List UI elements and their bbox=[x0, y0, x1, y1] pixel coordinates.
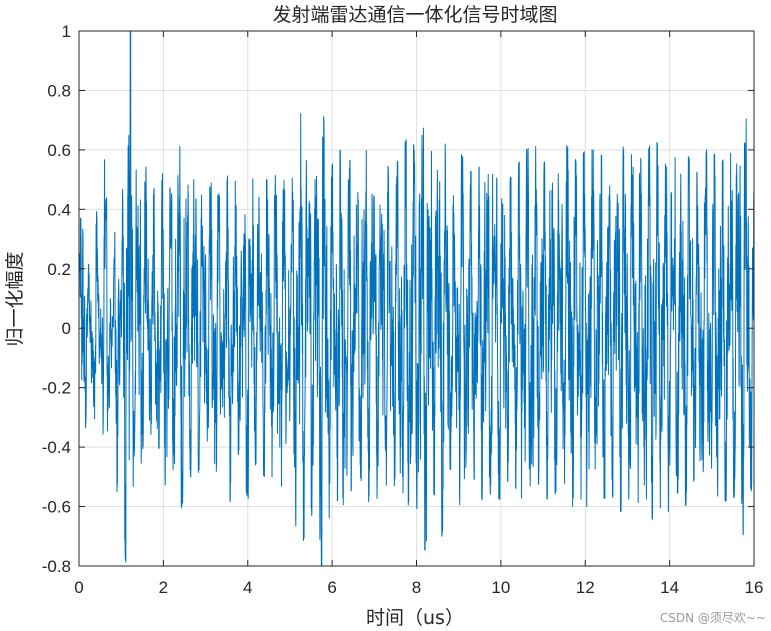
y-tick-labels: -0.8 -0.6 -0.4 -0.2 0 0.2 0.4 0.6 0.8 1 bbox=[42, 22, 71, 576]
signal-series-line bbox=[79, 31, 754, 566]
x-tick-label: 8 bbox=[412, 578, 421, 597]
y-tick-label: -0.6 bbox=[42, 498, 71, 517]
y-axis-label: 归一化幅度 bbox=[4, 251, 26, 346]
x-tick-label: 2 bbox=[159, 578, 168, 597]
signal-waveform bbox=[79, 31, 754, 566]
x-tick-labels: 0 2 4 6 8 10 12 14 16 bbox=[74, 578, 763, 597]
x-tick-label: 0 bbox=[74, 578, 83, 597]
x-tick-label: 10 bbox=[491, 578, 510, 597]
x-tick-label: 12 bbox=[576, 578, 595, 597]
x-tick-label: 16 bbox=[745, 578, 764, 597]
y-tick-label: 0 bbox=[62, 319, 71, 338]
axis-ticks bbox=[78, 30, 755, 567]
x-tick-label: 4 bbox=[243, 578, 252, 597]
chart-title: 发射端雷达通信一体化信号时域图 bbox=[272, 4, 557, 26]
y-tick-label: -0.4 bbox=[42, 438, 71, 457]
y-tick-label: 0.8 bbox=[47, 81, 71, 100]
y-tick-label: 0.4 bbox=[47, 200, 71, 219]
y-tick-label: 1 bbox=[62, 22, 71, 41]
x-tick-label: 14 bbox=[660, 578, 679, 597]
y-tick-label: -0.8 bbox=[42, 557, 71, 576]
y-tick-label: 0.6 bbox=[47, 141, 71, 160]
x-tick-label: 6 bbox=[327, 578, 336, 597]
y-tick-label: 0.2 bbox=[47, 260, 71, 279]
y-tick-label: -0.2 bbox=[42, 379, 71, 398]
watermark-text: CSDN @须尽欢~~ bbox=[660, 610, 766, 625]
x-axis-label: 时间（us） bbox=[366, 607, 464, 629]
